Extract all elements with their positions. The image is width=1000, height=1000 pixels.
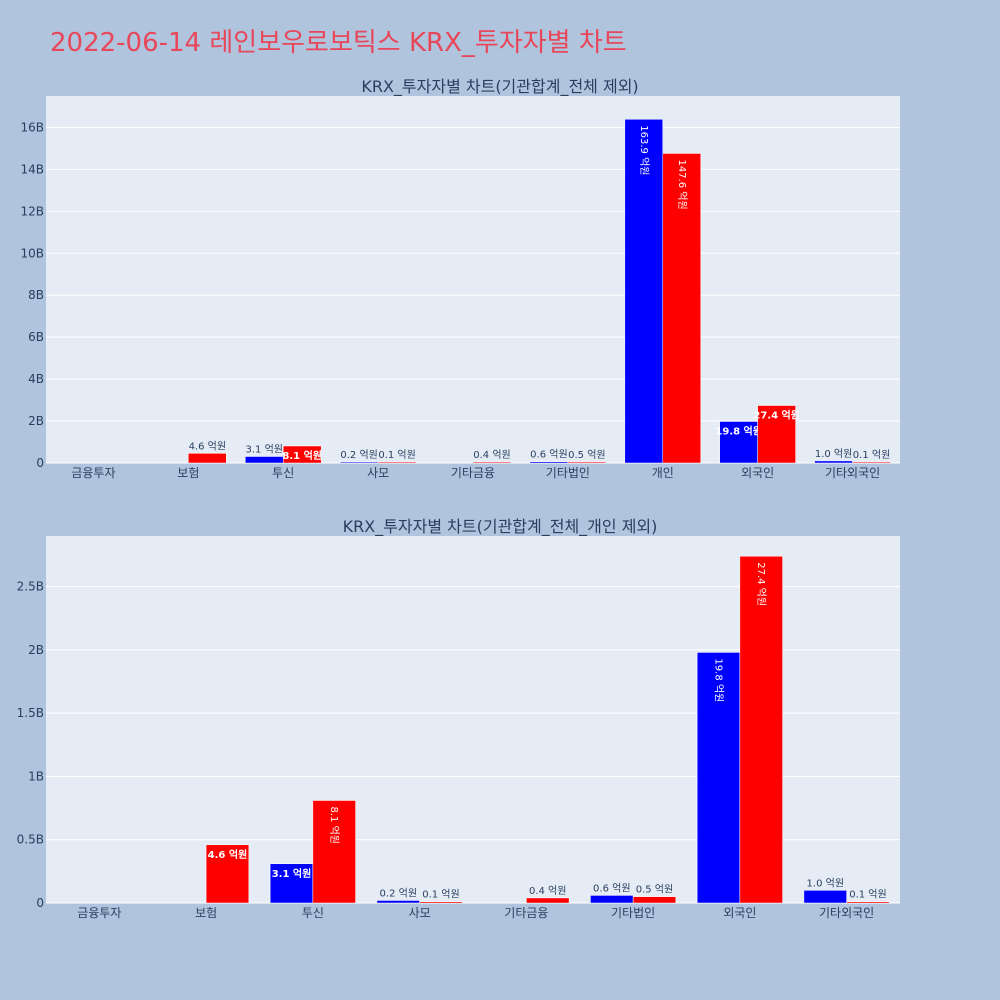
x-tick-label: 보험 [177, 466, 199, 480]
bar-data-label: 1.0 억원 [807, 877, 844, 889]
x-tick-label: 투신 [272, 466, 294, 480]
bar-data-label: 0.2 억원 [340, 449, 377, 461]
bar [852, 461, 891, 464]
bar-data-label: 0.1 억원 [378, 449, 415, 461]
x-tick-label: 개인 [652, 466, 674, 480]
bar [662, 153, 701, 464]
chart-title: KRX_투자자별 차트(기관합계_전체_개인 제외) [343, 517, 658, 537]
y-tick-label: 2B [28, 643, 44, 657]
y-tick-label: 0 [36, 456, 44, 470]
bar-data-label: 163.9 억원 [638, 125, 650, 175]
bar [205, 844, 250, 904]
bar [376, 900, 420, 904]
y-tick-label: 10B [20, 246, 44, 260]
chart-overall: KRX_투자자별 차트(기관합계_전체 제외) 0 2B 4B 6B 8B 10B 12B 14… [20, 77, 900, 480]
bar [590, 895, 634, 904]
y-tick-label: 4B [28, 372, 44, 386]
bar [529, 461, 569, 464]
bar [245, 456, 284, 464]
x-tick-label: 보험 [195, 906, 217, 920]
bar [567, 461, 607, 464]
bar-data-label: 0.2 억원 [380, 887, 417, 899]
bar-data-label: 19.8 억원 [715, 424, 762, 437]
x-tick-label: 금융투자 [71, 466, 115, 480]
bar-data-label: 3.1 억원 [246, 443, 283, 455]
x-tick-label: 금융투자 [77, 906, 121, 920]
y-tick-label: 14B [20, 162, 44, 176]
bar-data-label: 0.5 억원 [568, 449, 605, 461]
bar-data-label: 27.4 억원 [753, 409, 800, 422]
x-tick-label: 기타금융 [504, 906, 548, 920]
bar-data-label: 8.1 억원 [282, 449, 322, 462]
y-tick-label: 1B [28, 769, 44, 783]
bar [624, 119, 664, 464]
y-tick-label: 0.5B [17, 833, 44, 847]
plot-area [46, 96, 900, 463]
bar-data-label: 0.6 억원 [593, 882, 630, 894]
chart-title: KRX_투자자별 차트(기관합계_전체 제외) [361, 77, 638, 97]
y-tick-label: 6B [28, 330, 44, 344]
x-tick-label: 사모 [409, 906, 431, 920]
chart-excluding-individual: KRX_투자자별 차트(기관합계_전체_개인 제외) 0 0.5B 1B 1.5B 2B 2… [17, 517, 900, 920]
bar [377, 461, 417, 464]
page-title: 2022-06-14 레인보우로보틱스 KRX_투자자별 차트 [50, 28, 627, 58]
y-tick-label: 2B [28, 414, 44, 428]
bar [632, 896, 677, 904]
bar-data-label: 0.4 억원 [473, 449, 510, 461]
bar-data-label: 3.1 억원 [272, 867, 312, 880]
bar [814, 460, 853, 464]
bar [757, 405, 796, 464]
bar [526, 897, 570, 904]
y-tick-label: 2.5B [17, 580, 44, 594]
bar-data-label: 1.0 억원 [815, 448, 852, 460]
bar-data-label: 0.5 억원 [636, 884, 673, 896]
y-tick-label: 16B [20, 120, 44, 134]
bar [803, 890, 847, 904]
bar-data-label: 0.1 억원 [849, 889, 886, 901]
bar [419, 901, 463, 904]
y-tick-label: 8B [28, 288, 44, 302]
bar-data-label: 0.6 억원 [530, 449, 567, 461]
x-tick-label: 기타외국인 [825, 466, 880, 480]
bar-data-label: 8.1 억원 [328, 806, 340, 843]
x-tick-label: 투신 [302, 906, 324, 920]
y-tick-label: 1.5B [17, 706, 44, 720]
bar-data-label: 19.8 억원 [713, 658, 725, 702]
bar [472, 461, 512, 464]
bar-data-label: 27.4 억원 [755, 562, 767, 606]
bar [696, 652, 741, 904]
y-tick-label: 12B [20, 204, 44, 218]
x-tick-label: 기타외국인 [819, 906, 874, 920]
x-tick-label: 외국인 [723, 906, 756, 920]
bar-data-label: 0.4 억원 [529, 885, 566, 897]
bar [339, 461, 379, 464]
bar [719, 421, 758, 464]
x-tick-label: 사모 [367, 466, 389, 480]
bar [739, 555, 783, 904]
bar-data-label: 147.6 억원 [676, 159, 688, 209]
x-tick-label: 기타법인 [546, 466, 590, 480]
bar-data-label: 0.1 억원 [853, 449, 890, 461]
bar [188, 453, 227, 464]
x-tick-label: 기타법인 [611, 906, 655, 920]
bar-data-label: 4.6 억원 [208, 848, 248, 861]
bar-data-label: 4.6 억원 [189, 440, 226, 452]
bar [282, 445, 322, 464]
x-tick-label: 기타금융 [451, 466, 495, 480]
x-tick-label: 외국인 [741, 466, 774, 480]
y-tick-label: 0 [36, 896, 44, 910]
bar [269, 863, 314, 904]
bar [846, 901, 890, 904]
bar [312, 800, 356, 904]
bar-data-label: 0.1 억원 [422, 889, 459, 901]
